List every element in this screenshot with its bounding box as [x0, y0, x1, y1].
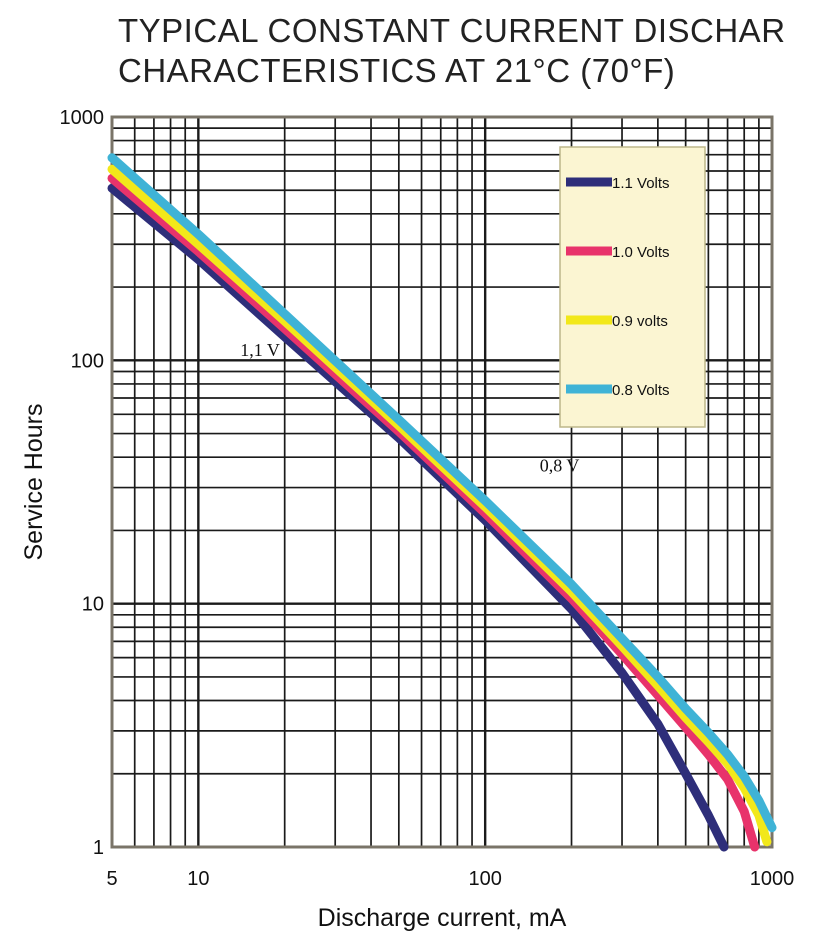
legend-label-2: 0.9 volts	[612, 313, 668, 330]
y-tick-label: 10	[82, 594, 104, 616]
x-axis-title: Discharge current, mA	[318, 904, 567, 932]
chart-title-line-1: TYPICAL CONSTANT CURRENT DISCHAR	[118, 12, 786, 49]
y-tick-label: 1	[93, 837, 104, 859]
legend-label-3: 0.8 Volts	[612, 382, 670, 399]
grid	[111, 116, 773, 848]
legend-label-0: 1.1 Volts	[612, 175, 670, 192]
series-line-0	[107, 183, 729, 852]
x-tick-label: 100	[468, 868, 501, 890]
y-tick-label: 1000	[60, 107, 105, 129]
series-line-3	[107, 153, 777, 833]
y-axis-title: Service Hours	[20, 404, 48, 561]
series-group	[107, 153, 777, 852]
chart-title: TYPICAL CONSTANT CURRENT DISCHAR CHARACT…	[118, 12, 786, 89]
chart-title-line-2: CHARACTERISTICS AT 21°C (70°F)	[118, 52, 675, 89]
plot-frame	[110, 115, 774, 849]
series-line-1	[107, 173, 760, 852]
legend: 1.1 Volts 1.0 Volts 0.9 volts 0.8 Volts	[559, 146, 706, 428]
x-tick-label: 5	[106, 868, 117, 890]
y-tick-label: 100	[71, 350, 104, 372]
series-line-2	[107, 164, 772, 847]
tick-labels: 5 10 100 1000 1 10 100 1000	[60, 107, 795, 890]
x-tick-label: 10	[187, 868, 209, 890]
annotation-label-0: 1,1 V	[240, 340, 280, 360]
annotation-label-1: 0,8 V	[540, 455, 580, 475]
x-tick-label: 1000	[750, 868, 795, 890]
annotations: 1,1 V 0,8 V	[240, 340, 579, 475]
legend-box	[559, 146, 706, 428]
legend-label-1: 1.0 Volts	[612, 244, 670, 261]
